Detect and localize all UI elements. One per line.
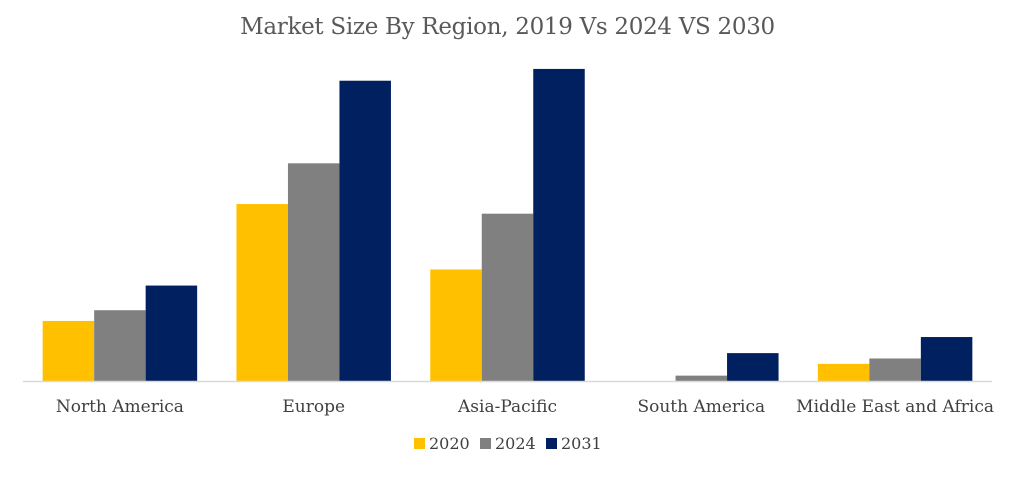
bar-north-america-2031 <box>145 285 198 381</box>
bar-asia-pacific-2031 <box>533 68 585 382</box>
legend: 2020 2024 2031 <box>414 434 602 453</box>
bars-layer <box>42 68 973 382</box>
bar-europe-2024 <box>287 163 340 381</box>
bar-middle-east-and-africa-2024 <box>869 358 921 381</box>
tick-label-europe: Europe <box>282 397 345 417</box>
tick-label-south-america: South America <box>637 397 765 417</box>
bar-asia-pacific-2020 <box>430 269 482 381</box>
tick-label-north-america: North America <box>56 397 184 417</box>
chart-title: Market Size By Region, 2019 Vs 2024 VS 2… <box>240 14 775 40</box>
legend-swatch-2020 <box>414 438 425 449</box>
legend-swatch-2031 <box>546 438 557 449</box>
bar-south-america-2024 <box>675 375 728 381</box>
bar-middle-east-and-africa-2020 <box>817 363 870 381</box>
legend-label-2031: 2031 <box>561 434 602 453</box>
legend-label-2020: 2020 <box>429 434 470 453</box>
tick-label-middle-east-and-africa: Middle East and Africa <box>796 397 994 417</box>
bar-north-america-2020 <box>42 320 95 381</box>
category-labels: North America Europe Asia-Pacific South Ame… <box>56 397 994 417</box>
bar-south-america-2031 <box>727 353 779 381</box>
bar-north-america-2024 <box>94 310 146 381</box>
bar-asia-pacific-2024 <box>481 213 534 381</box>
legend-label-2024: 2024 <box>495 434 536 453</box>
bar-europe-2031 <box>339 80 391 381</box>
bar-middle-east-and-africa-2031 <box>920 337 973 381</box>
bar-europe-2020 <box>236 204 288 381</box>
tick-label-asia-pacific: Asia-Pacific <box>457 397 557 417</box>
legend-swatch-2024 <box>480 438 491 449</box>
